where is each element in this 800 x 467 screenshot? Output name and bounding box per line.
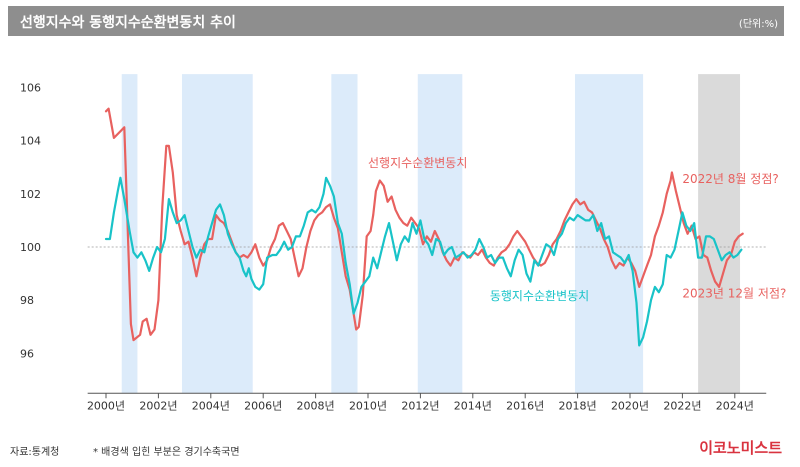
x-tick-label: 2022년 [663,399,701,412]
contraction-band [574,74,644,394]
annotation-label: 선행지수순환변동치 [368,155,467,170]
annotation-label: 2022년 8월 정점? [682,172,778,186]
chart-title: 선행지수와 동행지수순환변동치 추이 [20,15,236,31]
x-tick-label: 2000년 [87,399,125,412]
x-tick-label: 2004년 [192,399,230,412]
chart-header: 선행지수와 동행지수순환변동치 추이 (단위:%) [8,6,784,36]
y-tick-label: 102 [20,188,41,201]
annotation-label: 동행지수순환변동치 [490,288,589,303]
brand-logo: 이코노미스트 [699,439,782,457]
x-tick-label: 2024년 [716,399,754,412]
x-tick-label: 2008년 [297,399,335,412]
x-tick-label: 2014년 [454,399,492,412]
y-tick-label: 98 [20,294,34,307]
source-label: 자료:통계청 [10,447,60,458]
x-tick-label: 2016년 [506,399,544,412]
x-tick-label: 2018년 [559,399,597,412]
coincident-index-line [104,176,743,347]
annotation-label: 2023년 12월 저점? [682,287,786,301]
y-tick-label: 104 [20,135,41,148]
contraction-band [331,74,358,394]
y-tick-label: 106 [20,81,41,94]
x-tick-label: 2012년 [401,399,439,412]
x-tick-label: 2006년 [244,399,282,412]
unit-label: (단위:%) [738,19,778,30]
x-tick-label: 2002년 [139,399,177,412]
y-tick-label: 96 [20,347,34,360]
contraction-band [698,74,741,394]
y-tick-label: 100 [20,241,41,254]
x-tick-label: 2020년 [611,399,649,412]
contraction-band [181,74,253,394]
shading-note: * 배경색 입힌 부분은 경기수축국면 [93,447,240,458]
contraction-band [417,74,463,394]
x-tick-label: 2010년 [349,399,387,412]
